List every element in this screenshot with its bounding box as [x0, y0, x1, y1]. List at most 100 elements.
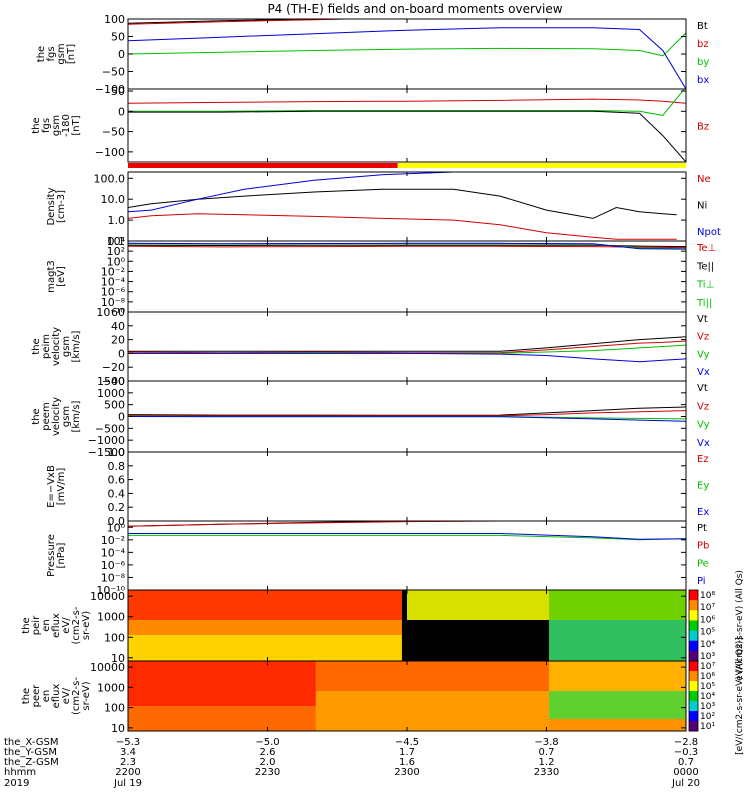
heatmap-cell: [579, 620, 586, 635]
heatmap-cell: [427, 590, 433, 605]
heatmap-cell: [219, 706, 225, 719]
heatmap-cell: [335, 691, 342, 706]
heatmap-cell: [467, 691, 474, 706]
heatmap-cell: [285, 691, 291, 706]
heatmap-cell: [533, 661, 540, 676]
legend-entry-Ni: Ni: [697, 201, 707, 212]
heatmap-cell: [559, 590, 565, 605]
heatmap-cell: [437, 661, 444, 676]
legend-entry-Pe: Pe: [697, 558, 709, 569]
heatmap-cell: [270, 605, 276, 620]
heatmap-cell: [472, 605, 479, 620]
panel-frame: [127, 311, 687, 382]
heatmap-cell: [543, 661, 550, 676]
heatmap-cell: [447, 605, 454, 620]
heatmap-cell: [569, 648, 575, 661]
heatmap-cell: [417, 676, 423, 691]
y-axis-label: magt3: [46, 260, 57, 293]
heatmap-cell: [635, 719, 641, 731]
heatmap-cell: [214, 691, 220, 706]
heatmap-cell: [467, 590, 474, 605]
heatmap-cell: [523, 719, 530, 731]
heatmap-cell: [168, 590, 175, 605]
heatmap-cell: [280, 590, 286, 605]
heatmap-cell: [158, 706, 165, 719]
heatmap-cell: [219, 661, 225, 676]
heatmap-cell: [675, 648, 682, 661]
heatmap-cell: [675, 691, 682, 706]
x-row-value: 1.2: [539, 757, 555, 768]
heatmap-cell: [614, 676, 621, 691]
heatmap-cell: [513, 719, 520, 731]
heatmap-cell: [366, 605, 373, 620]
heatmap-cell: [604, 620, 611, 635]
heatmap-cell: [528, 605, 535, 620]
heatmap-cell: [564, 605, 570, 620]
heatmap-cell: [670, 635, 677, 648]
x-row-label: 2019: [4, 778, 29, 789]
heatmap-cell: [447, 706, 454, 719]
heatmap-cell: [356, 706, 362, 719]
heatmap-cell: [280, 706, 286, 719]
heatmap-cell: [193, 719, 200, 731]
heatmap-cell: [457, 706, 464, 719]
heatmap-cell: [665, 590, 672, 605]
y-tick-label: 10⁻¹⁰: [96, 306, 125, 319]
heatmap-cell: [335, 620, 342, 635]
heatmap-cell: [285, 605, 291, 620]
legend-entry-Te⊥: Te⊥: [696, 243, 716, 254]
heatmap-cell: [290, 691, 296, 706]
heatmap-cell: [574, 719, 581, 731]
heatmap-cell: [158, 691, 165, 706]
heatmap-cell: [462, 620, 469, 635]
heatmap-cell: [128, 590, 134, 605]
colorbar-segment: [689, 691, 698, 702]
heatmap-cell: [518, 605, 525, 620]
heatmap-cell: [148, 605, 154, 620]
y-axis-label: (cm2-s-: [71, 677, 82, 715]
heatmap-cell: [259, 691, 266, 706]
heatmap-cell: [315, 590, 322, 605]
heatmap-cell: [249, 706, 256, 719]
heatmap-cell: [594, 648, 601, 661]
heatmap-cell: [325, 590, 332, 605]
heatmap-cell: [630, 620, 636, 635]
heatmap-cell: [133, 691, 139, 706]
heatmap-cell: [467, 620, 474, 635]
heatmap-cell: [138, 635, 144, 648]
x-row-value: −4.5: [395, 737, 419, 748]
heatmap-cell: [341, 620, 347, 635]
heatmap-cell: [275, 590, 281, 605]
y-tick-label: 100: [104, 13, 125, 26]
colorbar-frame: [688, 660, 699, 732]
heatmap-cell: [366, 676, 373, 691]
legend-entry-Ey: Ey: [697, 481, 709, 492]
heatmap-cell: [381, 635, 388, 648]
heatmap-cell: [569, 620, 575, 635]
y-tick-label: −500: [95, 422, 125, 435]
heatmap-cell: [549, 590, 555, 605]
heatmap-cell: [543, 635, 550, 648]
heatmap-cell: [199, 661, 205, 676]
heatmap-cell: [143, 620, 149, 635]
heatmap-cell: [158, 719, 165, 731]
heatmap-cell: [168, 719, 175, 731]
heatmap-cell: [650, 590, 657, 605]
heatmap-cell: [193, 590, 200, 605]
heatmap-cell: [523, 676, 530, 691]
series-line-Ni: [128, 188, 677, 219]
heatmap-cell: [538, 706, 545, 719]
heatmap-cell: [478, 661, 484, 676]
heatmap-cell: [325, 676, 332, 691]
heatmap-cell: [396, 590, 403, 605]
heatmap-cell: [417, 605, 423, 620]
heatmap-cell: [305, 648, 312, 661]
heatmap-cell: [270, 719, 276, 731]
colorbar-segment: [689, 671, 698, 682]
heatmap-cell: [488, 620, 494, 635]
heatmap-cell: [503, 719, 510, 731]
heatmap-cell: [564, 706, 570, 719]
heatmap-cell: [625, 676, 631, 691]
heatmap-cell: [574, 605, 581, 620]
